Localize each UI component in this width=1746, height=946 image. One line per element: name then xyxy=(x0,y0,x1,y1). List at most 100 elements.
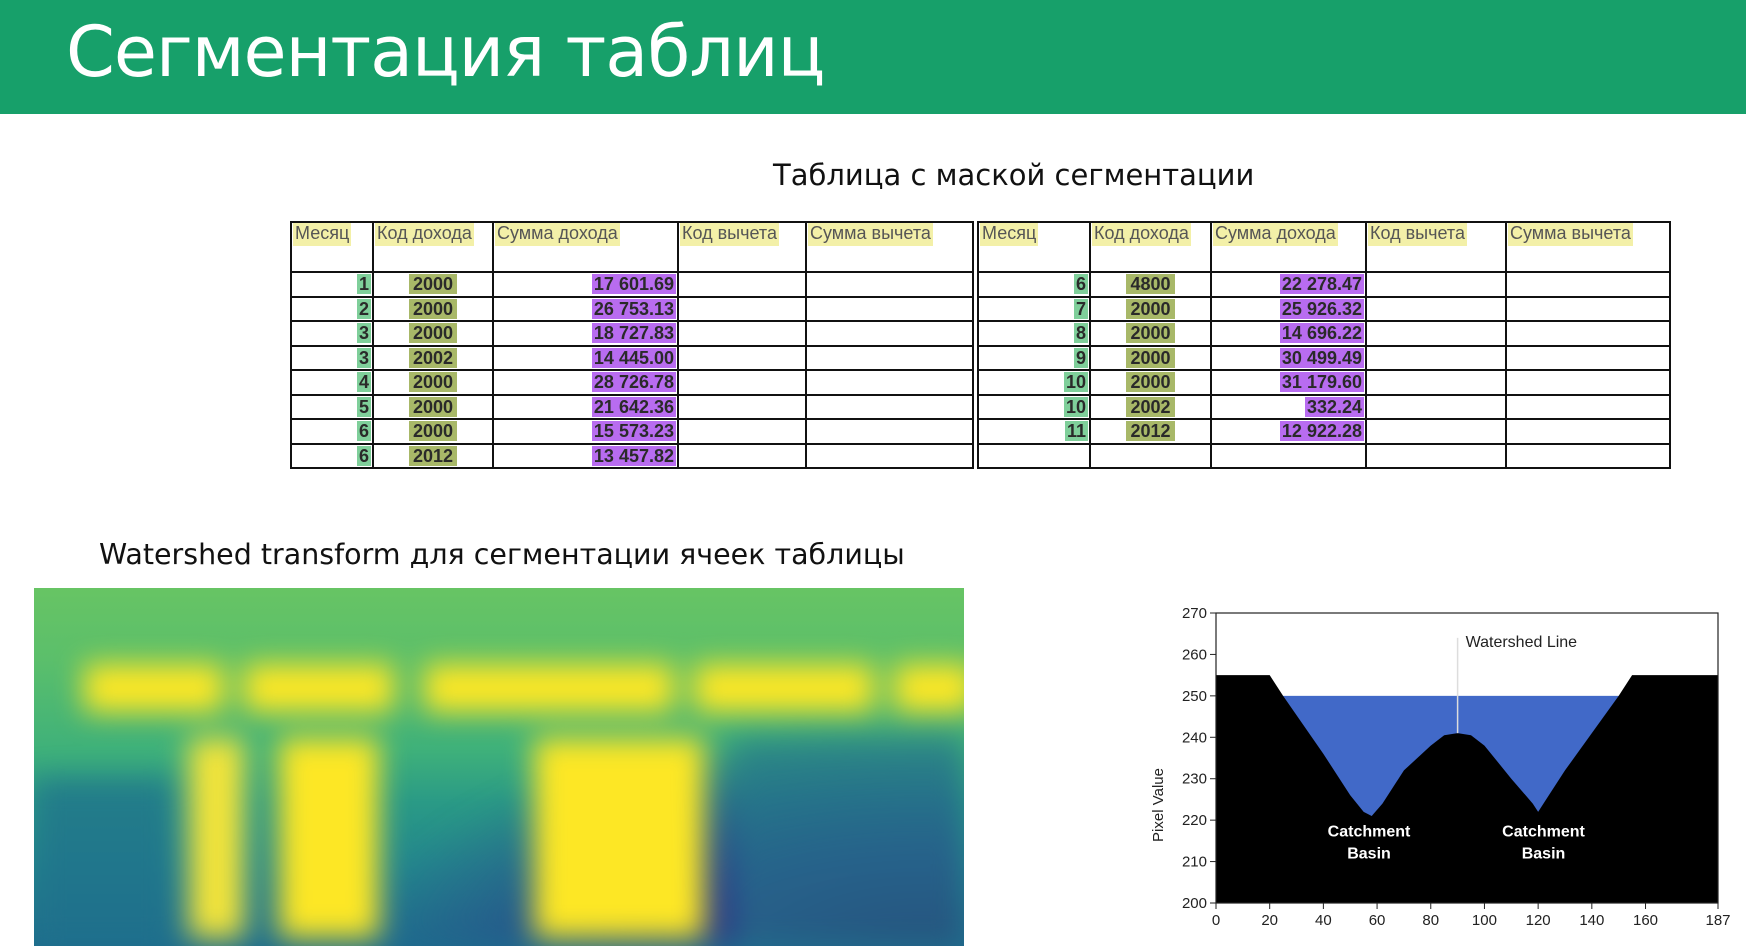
y-tick-label: 240 xyxy=(1182,729,1207,746)
cell-deduction-sum xyxy=(805,271,974,298)
segmentation-table-right: Месяц Код дохода Сумма дохода Код вычета… xyxy=(977,221,1671,469)
header-income-code: Код дохода xyxy=(372,221,494,273)
cell-income-sum: 31 179.60 xyxy=(1210,369,1367,396)
table-row: 9 2000 30 499.49 xyxy=(977,344,1671,371)
header-deduction-code: Код вычета xyxy=(1365,221,1507,273)
cell-income-code: 2000 xyxy=(1089,295,1212,322)
cell-income-sum: 30 499.49 xyxy=(1210,344,1367,371)
cell-income-sum: 21 642.36 xyxy=(492,393,679,420)
plot-frame xyxy=(1215,612,1719,904)
cell-deduction-sum xyxy=(805,418,974,445)
cell-income-sum: 17 601.69 xyxy=(492,271,679,298)
cell-deduction-sum xyxy=(805,320,974,347)
cell-deduction-sum xyxy=(1505,369,1671,396)
cell-income-code: 4800 xyxy=(1089,271,1212,298)
cell-deduction-code xyxy=(677,442,807,469)
cell-income-sum: 15 573.23 xyxy=(492,418,679,445)
cell-deduction-sum xyxy=(1505,442,1671,469)
header-month: Месяц xyxy=(290,221,374,273)
cell-deduction-code xyxy=(677,320,807,347)
table-row: 6 2000 15 573.23 xyxy=(290,418,974,445)
x-tick-label: 100 xyxy=(1472,912,1497,929)
table-row: 1 2000 17 601.69 xyxy=(290,271,974,298)
cell-deduction-code xyxy=(1365,369,1507,396)
cell-income-code: 2002 xyxy=(1089,393,1212,420)
cell-income-sum: 26 753.13 xyxy=(492,295,679,322)
table-row: 10 2002 332.24 xyxy=(977,393,1671,420)
header-bar: Сегментация таблиц xyxy=(0,0,1746,114)
cell-income-code: 2000 xyxy=(1089,369,1212,396)
cell-income-code: 2000 xyxy=(372,295,494,322)
table-row: 2 2000 26 753.13 xyxy=(290,295,974,322)
cell-month: 4 xyxy=(290,369,374,396)
table-row: 4 2000 28 726.78 xyxy=(290,369,974,396)
cell-income-sum: 332.24 xyxy=(1210,393,1367,420)
catchment-basin-label: Catchment Basin xyxy=(1502,824,1585,863)
header-deduction-sum: Сумма вычета xyxy=(1505,221,1671,273)
table-row: 10 2000 31 179.60 xyxy=(977,369,1671,396)
cell-income-sum: 28 726.78 xyxy=(492,369,679,396)
cell-deduction-code xyxy=(677,418,807,445)
table-section-title: Таблица с маской сегментации xyxy=(773,158,1255,192)
cell-income-sum: 13 457.82 xyxy=(492,442,679,469)
cell-deduction-sum xyxy=(805,369,974,396)
x-tick-label: 160 xyxy=(1633,912,1658,929)
watershed-section-title: Watershed transform для сегментации ячее… xyxy=(99,538,905,571)
x-tick-label: 60 xyxy=(1369,912,1386,929)
header-deduction-code: Код вычета xyxy=(677,221,807,273)
header-deduction-sum: Сумма вычета xyxy=(805,221,974,273)
cell-month: 3 xyxy=(290,320,374,347)
x-tick-label: 187 xyxy=(1705,912,1730,929)
distance-transform-heatmap xyxy=(34,588,964,946)
x-tick-label: 40 xyxy=(1315,912,1332,929)
cell-deduction-code xyxy=(1365,320,1507,347)
table-row xyxy=(977,442,1671,469)
cell-income-code: 2000 xyxy=(372,369,494,396)
cell-month: 9 xyxy=(977,344,1091,371)
cell-deduction-sum xyxy=(805,295,974,322)
cell-income-code: 2000 xyxy=(372,393,494,420)
cell-deduction-code xyxy=(1365,344,1507,371)
table-row: 3 2000 18 727.83 xyxy=(290,320,974,347)
cell-income-code: 2012 xyxy=(1089,418,1212,445)
header-income-code: Код дохода xyxy=(1089,221,1212,273)
cell-deduction-sum xyxy=(1505,344,1671,371)
y-tick-label: 250 xyxy=(1182,688,1207,705)
x-tick-label: 80 xyxy=(1422,912,1439,929)
cell-month: 8 xyxy=(977,320,1091,347)
x-tick-label: 0 xyxy=(1212,912,1220,929)
y-tick-label: 200 xyxy=(1182,895,1207,912)
cell-month: 5 xyxy=(290,393,374,420)
y-axis-label: Pixel Value xyxy=(1150,768,1167,842)
table-row: 5 2000 21 642.36 xyxy=(290,393,974,420)
cell-deduction-sum xyxy=(1505,320,1671,347)
cell-deduction-sum xyxy=(1505,295,1671,322)
header-income-sum: Сумма дохода xyxy=(492,221,679,273)
catchment-basin-label: Catchment Basin xyxy=(1328,824,1411,863)
table-row: 6 2012 13 457.82 xyxy=(290,442,974,469)
table-row: 3 2002 14 445.00 xyxy=(290,344,974,371)
header-income-sum: Сумма дохода xyxy=(1210,221,1367,273)
cell-income-sum: 14 696.22 xyxy=(1210,320,1367,347)
cell-month: 3 xyxy=(290,344,374,371)
cell-deduction-code xyxy=(1365,393,1507,420)
cell-income-code: 2012 xyxy=(372,442,494,469)
cell-income-code: 2000 xyxy=(372,418,494,445)
cell-deduction-code xyxy=(1365,418,1507,445)
cell-month: 6 xyxy=(290,418,374,445)
cell-income-sum: 25 926.32 xyxy=(1210,295,1367,322)
cell-deduction-code xyxy=(1365,271,1507,298)
cell-month: 6 xyxy=(977,271,1091,298)
cell-income-sum xyxy=(1210,442,1367,469)
header-month: Месяц xyxy=(977,221,1091,273)
terrain-profile xyxy=(1216,675,1718,903)
cell-income-sum: 22 278.47 xyxy=(1210,271,1367,298)
table-row: 6 4800 22 278.47 xyxy=(977,271,1671,298)
cell-month: 11 xyxy=(977,418,1091,445)
x-tick-label: 140 xyxy=(1579,912,1604,929)
watershed-line-label: Watershed Line xyxy=(1466,634,1578,651)
table-row: 7 2000 25 926.32 xyxy=(977,295,1671,322)
cell-income-code: 2002 xyxy=(372,344,494,371)
cell-month: 10 xyxy=(977,369,1091,396)
watershed-plot: Catchment Basin Catchment Basin xyxy=(1216,637,1718,903)
